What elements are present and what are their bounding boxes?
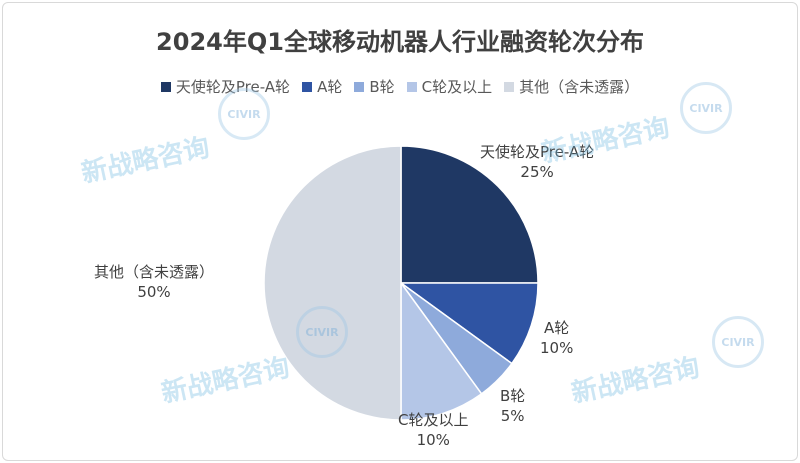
legend-swatch (406, 81, 417, 92)
pie-slice (400, 280, 483, 421)
data-label-name: C轮及以上 (398, 411, 469, 429)
legend-item: B轮 (354, 76, 395, 97)
legend-swatch (504, 81, 515, 92)
data-label-value: 10% (540, 339, 574, 357)
pie-slice (263, 145, 402, 421)
data-label-value: 10% (416, 431, 450, 449)
legend-label: 其他（含未透露） (519, 78, 640, 96)
data-label: 天使轮及Pre-A轮 25% (480, 142, 594, 182)
legend-item: C轮及以上 (406, 76, 493, 97)
watermark-logo: CIVIR (218, 88, 270, 140)
legend-label: C轮及以上 (421, 78, 493, 96)
pie-slice (398, 282, 539, 365)
watermark-logo: CIVIR (712, 316, 764, 368)
legend-item: A轮 (302, 76, 342, 97)
data-label: C轮及以上 10% (398, 410, 468, 450)
data-label-value: 25% (520, 163, 554, 181)
legend-swatch (354, 81, 365, 92)
data-label-value: 5% (500, 407, 525, 425)
legend-label: B轮 (369, 78, 395, 96)
legend: 天使轮及Pre-A轮 A轮 B轮 C轮及以上 其他（含未透露） (0, 76, 800, 97)
pie-slice (400, 145, 539, 284)
data-label-name: 天使轮及Pre-A轮 (480, 143, 595, 161)
legend-label: A轮 (317, 78, 343, 96)
data-label-name: 其他（含未透露） (94, 263, 215, 281)
chart-title: 2024年Q1全球移动机器人行业融资轮次分布 (156, 28, 644, 56)
data-label: 其他（含未透露） 50% (94, 262, 214, 302)
legend-swatch (160, 81, 171, 92)
watermark-logo: CIVIR (680, 82, 732, 134)
data-label-value: 50% (137, 283, 171, 301)
legend-item: 其他（含未透露） (504, 76, 639, 97)
data-label-name: B轮 (500, 387, 526, 405)
legend-label: 天使轮及Pre-A轮 (175, 78, 291, 96)
data-label-name: A轮 (544, 319, 570, 337)
legend-swatch (302, 81, 313, 92)
data-label: B轮 5% (500, 386, 525, 426)
data-label: A轮 10% (540, 318, 573, 358)
legend-item: 天使轮及Pre-A轮 (160, 76, 291, 97)
watermark-logo: CIVIR (296, 306, 348, 358)
